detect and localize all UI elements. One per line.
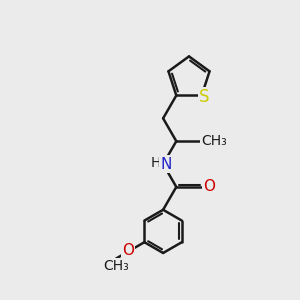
Text: S: S <box>199 88 209 106</box>
Text: H: H <box>150 156 161 170</box>
Text: N: N <box>160 157 172 172</box>
Text: O: O <box>122 243 134 258</box>
Text: CH₃: CH₃ <box>201 134 227 148</box>
Text: O: O <box>203 179 215 194</box>
Text: CH₃: CH₃ <box>103 259 129 273</box>
